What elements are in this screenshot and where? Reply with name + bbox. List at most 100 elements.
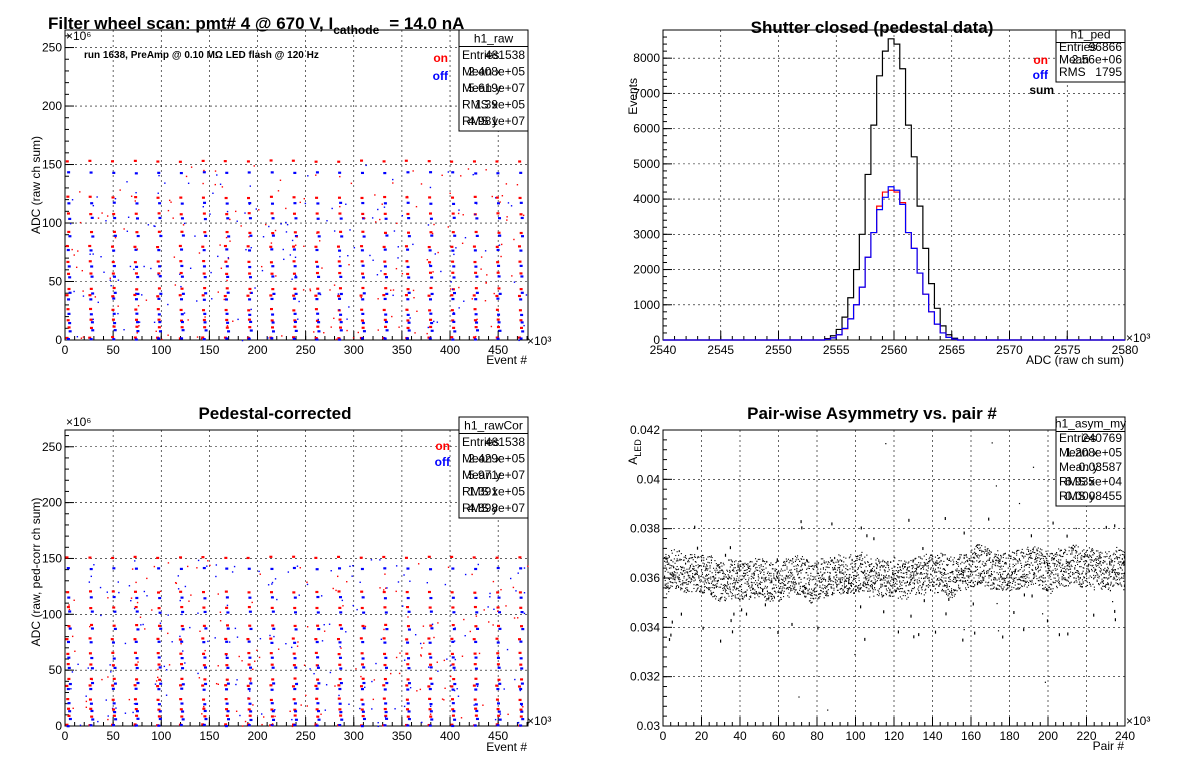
scatter-mark [226, 627, 230, 630]
scatter-mark [201, 159, 205, 163]
scatter-mark [500, 243, 503, 246]
scatter-mark [181, 234, 185, 237]
asymmetry-mark [948, 593, 950, 595]
scatter-mark [330, 570, 332, 572]
scatter-mark [181, 613, 183, 616]
scatter-mark [232, 320, 234, 322]
asymmetry-mark [944, 568, 946, 571]
asymmetry-mark [845, 567, 847, 570]
scatter-mark [384, 573, 386, 575]
scatter-mark [299, 201, 301, 204]
asymmetry-mark [781, 590, 783, 592]
x-tick-label: 200 [247, 729, 267, 743]
asymmetry-mark [777, 630, 779, 634]
asymmetry-mark [934, 563, 936, 565]
scatter-mark [450, 309, 454, 312]
asymmetry-mark [884, 571, 886, 573]
scatter-mark [383, 663, 387, 667]
scatter-mark [88, 556, 92, 559]
asymmetry-mark [905, 561, 907, 563]
asymmetry-mark [855, 563, 857, 565]
scatter-mark [203, 610, 207, 614]
asymmetry-mark [885, 592, 887, 595]
scatter-mark [473, 652, 477, 655]
asymmetry-mark [796, 571, 798, 573]
scatter-mark [430, 276, 434, 279]
scatter-mark [317, 318, 319, 321]
asymmetry-mark [864, 576, 866, 578]
scatter-mark [67, 666, 71, 670]
x-tick-label: 40 [733, 729, 747, 743]
asymmetry-mark [727, 574, 729, 576]
scatter-mark [226, 210, 229, 213]
asymmetry-mark [869, 576, 871, 578]
asymmetry-mark [967, 586, 969, 588]
scatter-mark [339, 321, 343, 324]
scatter-mark [246, 294, 250, 297]
scatter-mark [484, 300, 487, 302]
asymmetry-mark [810, 575, 812, 577]
scatter-mark [495, 684, 499, 687]
asymmetry-mark [881, 594, 883, 596]
asymmetry-mark [956, 579, 958, 582]
asymmetry-mark [849, 574, 851, 576]
asymmetry-mark [750, 586, 752, 588]
y-tick-label: 2000 [633, 263, 660, 277]
scatter-mark [385, 234, 389, 237]
scatter-mark [91, 292, 95, 295]
asymmetry-mark [1007, 584, 1009, 586]
asymmetry-mark [730, 619, 732, 623]
asymmetry-mark [1015, 568, 1017, 570]
scatter-mark [518, 339, 520, 342]
asymmetry-mark [981, 576, 983, 578]
asymmetry-mark [879, 565, 881, 567]
scatter-mark [480, 268, 482, 270]
asymmetry-mark [764, 593, 766, 595]
asymmetry-mark [958, 559, 960, 561]
asymmetry-mark [779, 582, 781, 584]
asymmetry-mark [698, 577, 700, 579]
asymmetry-mark [973, 586, 975, 588]
scatter-mark [349, 229, 351, 231]
asymmetry-mark [860, 555, 862, 557]
asymmetry-mark [902, 564, 904, 566]
asymmetry-mark [901, 576, 903, 578]
asymmetry-mark [953, 589, 955, 591]
asymmetry-mark [759, 572, 761, 574]
asymmetry-mark [793, 581, 795, 584]
asymmetry-mark [794, 560, 796, 563]
scatter-mark [518, 160, 522, 163]
stats-value: 2.429e+05 [468, 452, 525, 466]
scatter-mark [296, 645, 299, 647]
asymmetry-mark [1002, 571, 1004, 573]
asymmetry-mark [825, 561, 827, 563]
scatter-mark [302, 289, 305, 291]
asymmetry-mark [906, 581, 908, 583]
asymmetry-mark [737, 569, 739, 571]
scatter-mark [113, 234, 117, 237]
asymmetry-mark [878, 573, 880, 575]
asymmetry-mark [859, 565, 861, 567]
scatter-mark [353, 247, 356, 249]
scatter-mark [181, 710, 185, 713]
asymmetry-mark [1002, 565, 1004, 567]
asymmetry-mark [799, 593, 801, 595]
scatter-mark [383, 597, 387, 600]
scatter-mark [295, 274, 297, 277]
asymmetry-mark [990, 573, 992, 575]
asymmetry-mark [800, 558, 802, 560]
asymmetry-mark [1014, 569, 1016, 573]
asymmetry-mark [948, 580, 950, 582]
asymmetry-mark [776, 572, 778, 574]
asymmetry-mark [872, 575, 874, 577]
asymmetry-mark [833, 562, 835, 564]
asymmetry-mark [870, 558, 872, 560]
asymmetry-mark [1000, 566, 1002, 568]
asymmetry-mark [848, 574, 850, 576]
scatter-mark [347, 255, 349, 257]
scatter-mark [275, 275, 277, 277]
asymmetry-mark [887, 563, 889, 565]
asymmetry-mark [928, 558, 930, 560]
scatter-mark [337, 555, 341, 558]
asymmetry-mark [956, 575, 958, 577]
